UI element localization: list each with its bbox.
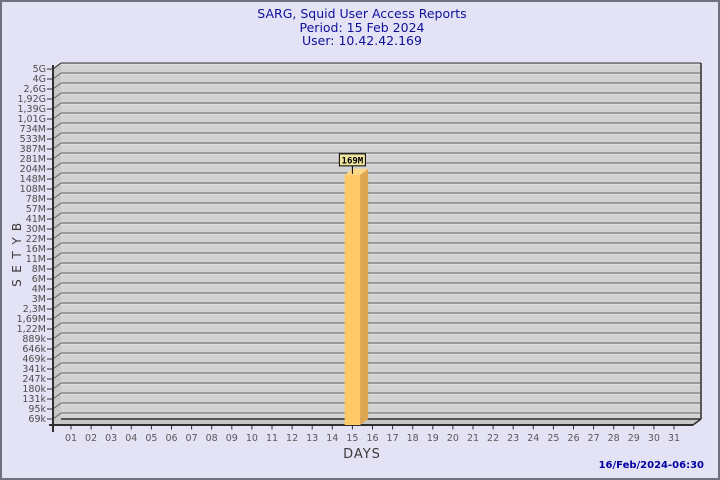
y-tick-label: 1,39G <box>17 104 46 115</box>
y-tick-label: 341k <box>22 364 46 375</box>
x-tick-label: 27 <box>588 433 600 444</box>
x-tick-label: 17 <box>387 433 399 444</box>
x-tick-label: 07 <box>186 433 198 444</box>
x-tick-label: 26 <box>567 433 579 444</box>
y-tick-label: 8M <box>32 264 46 275</box>
bar-value-annotation: 169M <box>338 153 366 174</box>
x-tick-label: 24 <box>527 433 539 444</box>
x-tick-label: 06 <box>165 433 177 444</box>
y-tick-label: 2,6G <box>24 84 46 95</box>
x-tick-label: 29 <box>628 433 640 444</box>
generation-timestamp: 16/Feb/2024-06:30 <box>598 460 704 471</box>
y-tick-label: 5G <box>33 64 46 75</box>
x-tick-label: 12 <box>286 433 298 444</box>
x-tick-label: 19 <box>427 433 439 444</box>
y-tick-label: 11M <box>26 254 46 265</box>
y-tick-label: 95k <box>28 404 46 415</box>
y-tick-label: 148M <box>20 174 46 185</box>
x-tick-label: 20 <box>447 433 459 444</box>
y-tick-label: 387M <box>20 144 46 155</box>
y-axis-title-letter: S <box>10 279 24 287</box>
bar-side-face <box>360 168 369 425</box>
y-tick-label: 281M <box>20 154 46 165</box>
title-block: SARG, Squid User Access Reports Period: … <box>2 6 718 48</box>
y-tick-label: 30M <box>26 224 46 235</box>
chart-period: Period: 15 Feb 2024 <box>299 19 425 35</box>
chart-title: SARG, Squid User Access Reports <box>257 6 467 21</box>
y-tick-label: 247k <box>22 374 46 385</box>
y-tick-label: 1,01G <box>17 114 46 125</box>
x-tick-label: 11 <box>266 433 278 444</box>
y-tick-label: 4M <box>32 284 46 295</box>
y-tick-label: 646k <box>22 344 46 355</box>
chart-user: User: 10.42.42.169 <box>302 33 422 48</box>
y-axis-ticks: 5G4G2,6G1,92G1,39G1,01G734M533M387M281M2… <box>17 64 53 425</box>
x-tick-label: 23 <box>507 433 519 444</box>
x-tick-label: 02 <box>85 433 97 444</box>
y-tick-label: 4G <box>33 74 46 85</box>
y-tick-label: 204M <box>20 164 46 175</box>
x-tick-label: 25 <box>547 433 559 444</box>
x-tick-label: 05 <box>145 433 157 444</box>
y-tick-label: 57M <box>26 204 46 215</box>
y-tick-label: 108M <box>20 184 46 195</box>
y-tick-label: 533M <box>20 134 46 145</box>
x-axis-ticks: 01 02 03 04 05 06 07 08 09 10 11 12 13 14 15 16 17 18 19 20… <box>65 425 680 444</box>
plot-walls <box>53 63 701 425</box>
x-tick-label: 28 <box>608 433 620 444</box>
x-tick-label: 31 <box>668 433 680 444</box>
y-tick-label: 6M <box>32 274 46 285</box>
y-tick-label: 41M <box>26 214 46 225</box>
bar-value-label: 169M <box>342 156 364 166</box>
y-tick-label: 2,3M <box>23 304 46 315</box>
x-tick-label: 15 <box>346 433 358 444</box>
x-tick-label: 08 <box>206 433 218 444</box>
y-tick-label: 734M <box>20 124 46 135</box>
x-tick-label: 18 <box>407 433 419 444</box>
x-tick-label: 21 <box>467 433 479 444</box>
x-tick-label: 09 <box>226 433 238 444</box>
y-tick-label: 131k <box>22 394 46 405</box>
y-tick-label: 69k <box>28 414 46 425</box>
x-tick-label: 30 <box>648 433 660 444</box>
x-tick-label: 14 <box>326 433 338 444</box>
y-tick-label: 16M <box>26 244 46 255</box>
x-tick-label: 03 <box>105 433 117 444</box>
y-tick-label: 78M <box>26 194 46 205</box>
x-tick-label: 13 <box>306 433 318 444</box>
x-tick-label: 10 <box>246 433 258 444</box>
x-tick-label: 22 <box>487 433 499 444</box>
x-tick-label: 16 <box>366 433 378 444</box>
x-axis-title: DAYS <box>343 447 381 462</box>
plot-edges <box>52 62 702 426</box>
x-tick-label: 01 <box>65 433 77 444</box>
y-tick-label: 180k <box>22 384 46 395</box>
x-tick-label: 04 <box>125 433 137 444</box>
y-tick-label: 3M <box>32 294 46 305</box>
y-tick-label: 22M <box>26 234 46 245</box>
bar-top-face <box>344 168 369 175</box>
bar-front-face <box>344 174 361 425</box>
data-bar <box>344 168 369 425</box>
y-tick-label: 889k <box>22 334 46 345</box>
y-tick-label: 1,69M <box>17 314 46 325</box>
y-tick-label: 1,22M <box>17 324 46 335</box>
y-tick-label: 469k <box>22 354 46 365</box>
y-tick-label: 1,92G <box>17 94 46 105</box>
